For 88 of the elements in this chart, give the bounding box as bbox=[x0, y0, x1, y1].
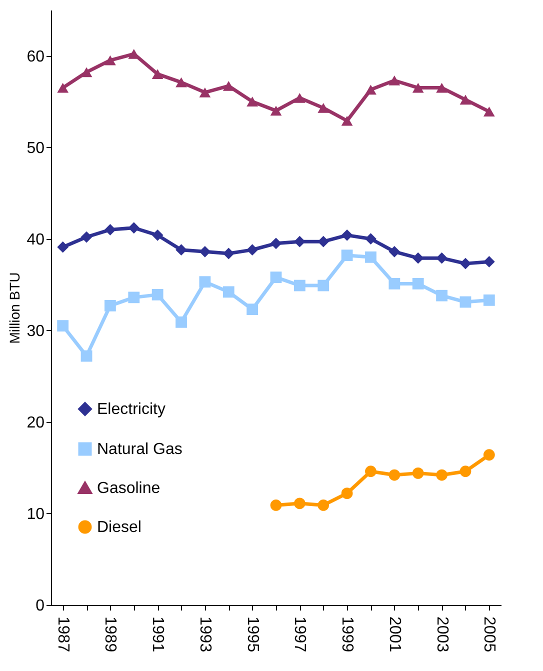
point bbox=[341, 116, 353, 126]
y-axis-title: Million BTU bbox=[6, 272, 23, 344]
point bbox=[270, 238, 282, 250]
x-tick-label: 1987 bbox=[54, 616, 72, 652]
point bbox=[460, 466, 472, 478]
point bbox=[104, 55, 116, 66]
point bbox=[483, 294, 495, 306]
point bbox=[388, 246, 400, 258]
point bbox=[222, 81, 234, 91]
point bbox=[365, 233, 376, 245]
point bbox=[104, 300, 116, 312]
y-tick-label: 0 bbox=[36, 598, 45, 614]
y-tick-label: 50 bbox=[26, 140, 45, 157]
point bbox=[246, 244, 258, 256]
point bbox=[128, 222, 140, 234]
point bbox=[483, 106, 495, 117]
point bbox=[436, 290, 448, 302]
x-tick-label: 1997 bbox=[291, 616, 308, 652]
point bbox=[80, 67, 92, 78]
point bbox=[365, 251, 376, 263]
point bbox=[128, 292, 140, 304]
point bbox=[483, 449, 495, 461]
y-tick-label: 10 bbox=[26, 506, 45, 523]
x-tick-label: 1989 bbox=[102, 616, 119, 652]
point bbox=[483, 256, 495, 268]
point bbox=[388, 469, 400, 481]
point bbox=[412, 278, 424, 290]
point bbox=[152, 288, 164, 300]
point bbox=[436, 82, 448, 93]
point bbox=[222, 286, 234, 298]
legend-label: Gasoline bbox=[97, 480, 160, 497]
point bbox=[222, 248, 234, 260]
point bbox=[318, 103, 330, 113]
point bbox=[80, 231, 92, 243]
point bbox=[412, 252, 424, 264]
point bbox=[341, 488, 353, 500]
point bbox=[246, 304, 258, 316]
point bbox=[365, 466, 376, 478]
point bbox=[294, 280, 306, 292]
point bbox=[199, 246, 211, 258]
legend-label: Diesel bbox=[97, 519, 142, 536]
point bbox=[294, 236, 306, 248]
point bbox=[388, 278, 400, 290]
point bbox=[436, 469, 448, 481]
x-tick-label: 2003 bbox=[433, 616, 450, 652]
point bbox=[246, 96, 258, 106]
point bbox=[176, 316, 187, 328]
point bbox=[294, 498, 306, 510]
point bbox=[365, 84, 376, 95]
point bbox=[57, 320, 69, 332]
point bbox=[176, 244, 187, 256]
x-tick-label: 1999 bbox=[338, 616, 356, 652]
point bbox=[199, 87, 211, 98]
point bbox=[270, 500, 282, 511]
point bbox=[176, 77, 187, 88]
point bbox=[318, 500, 330, 511]
point bbox=[460, 94, 472, 105]
point bbox=[412, 82, 424, 93]
point bbox=[436, 252, 448, 264]
y-tick-label: 30 bbox=[26, 322, 45, 340]
point bbox=[388, 76, 400, 86]
legend-label: Natural Gas bbox=[97, 441, 182, 458]
point bbox=[341, 250, 353, 262]
point bbox=[152, 229, 164, 241]
legend-label: Electricity bbox=[97, 401, 166, 418]
point bbox=[270, 106, 282, 116]
point bbox=[152, 69, 164, 80]
x-tick-label: 1995 bbox=[244, 616, 261, 652]
y-tick-label: 60 bbox=[26, 48, 45, 66]
point bbox=[104, 224, 116, 236]
x-tick-label: 1993 bbox=[196, 616, 214, 652]
point bbox=[460, 258, 472, 270]
y-tick-label: 40 bbox=[26, 231, 45, 248]
point bbox=[412, 467, 424, 479]
y-tick-label: 20 bbox=[26, 414, 45, 432]
x-tick-label: 2005 bbox=[480, 616, 498, 652]
point bbox=[57, 82, 69, 93]
point bbox=[460, 296, 472, 308]
point bbox=[318, 280, 330, 292]
point bbox=[270, 272, 282, 283]
point bbox=[341, 229, 353, 241]
point bbox=[57, 241, 69, 253]
point bbox=[199, 276, 211, 288]
x-tick-label: 2001 bbox=[386, 616, 403, 652]
point bbox=[294, 92, 306, 103]
point bbox=[80, 350, 92, 362]
point bbox=[318, 236, 330, 248]
x-tick-label: 1991 bbox=[149, 616, 166, 652]
